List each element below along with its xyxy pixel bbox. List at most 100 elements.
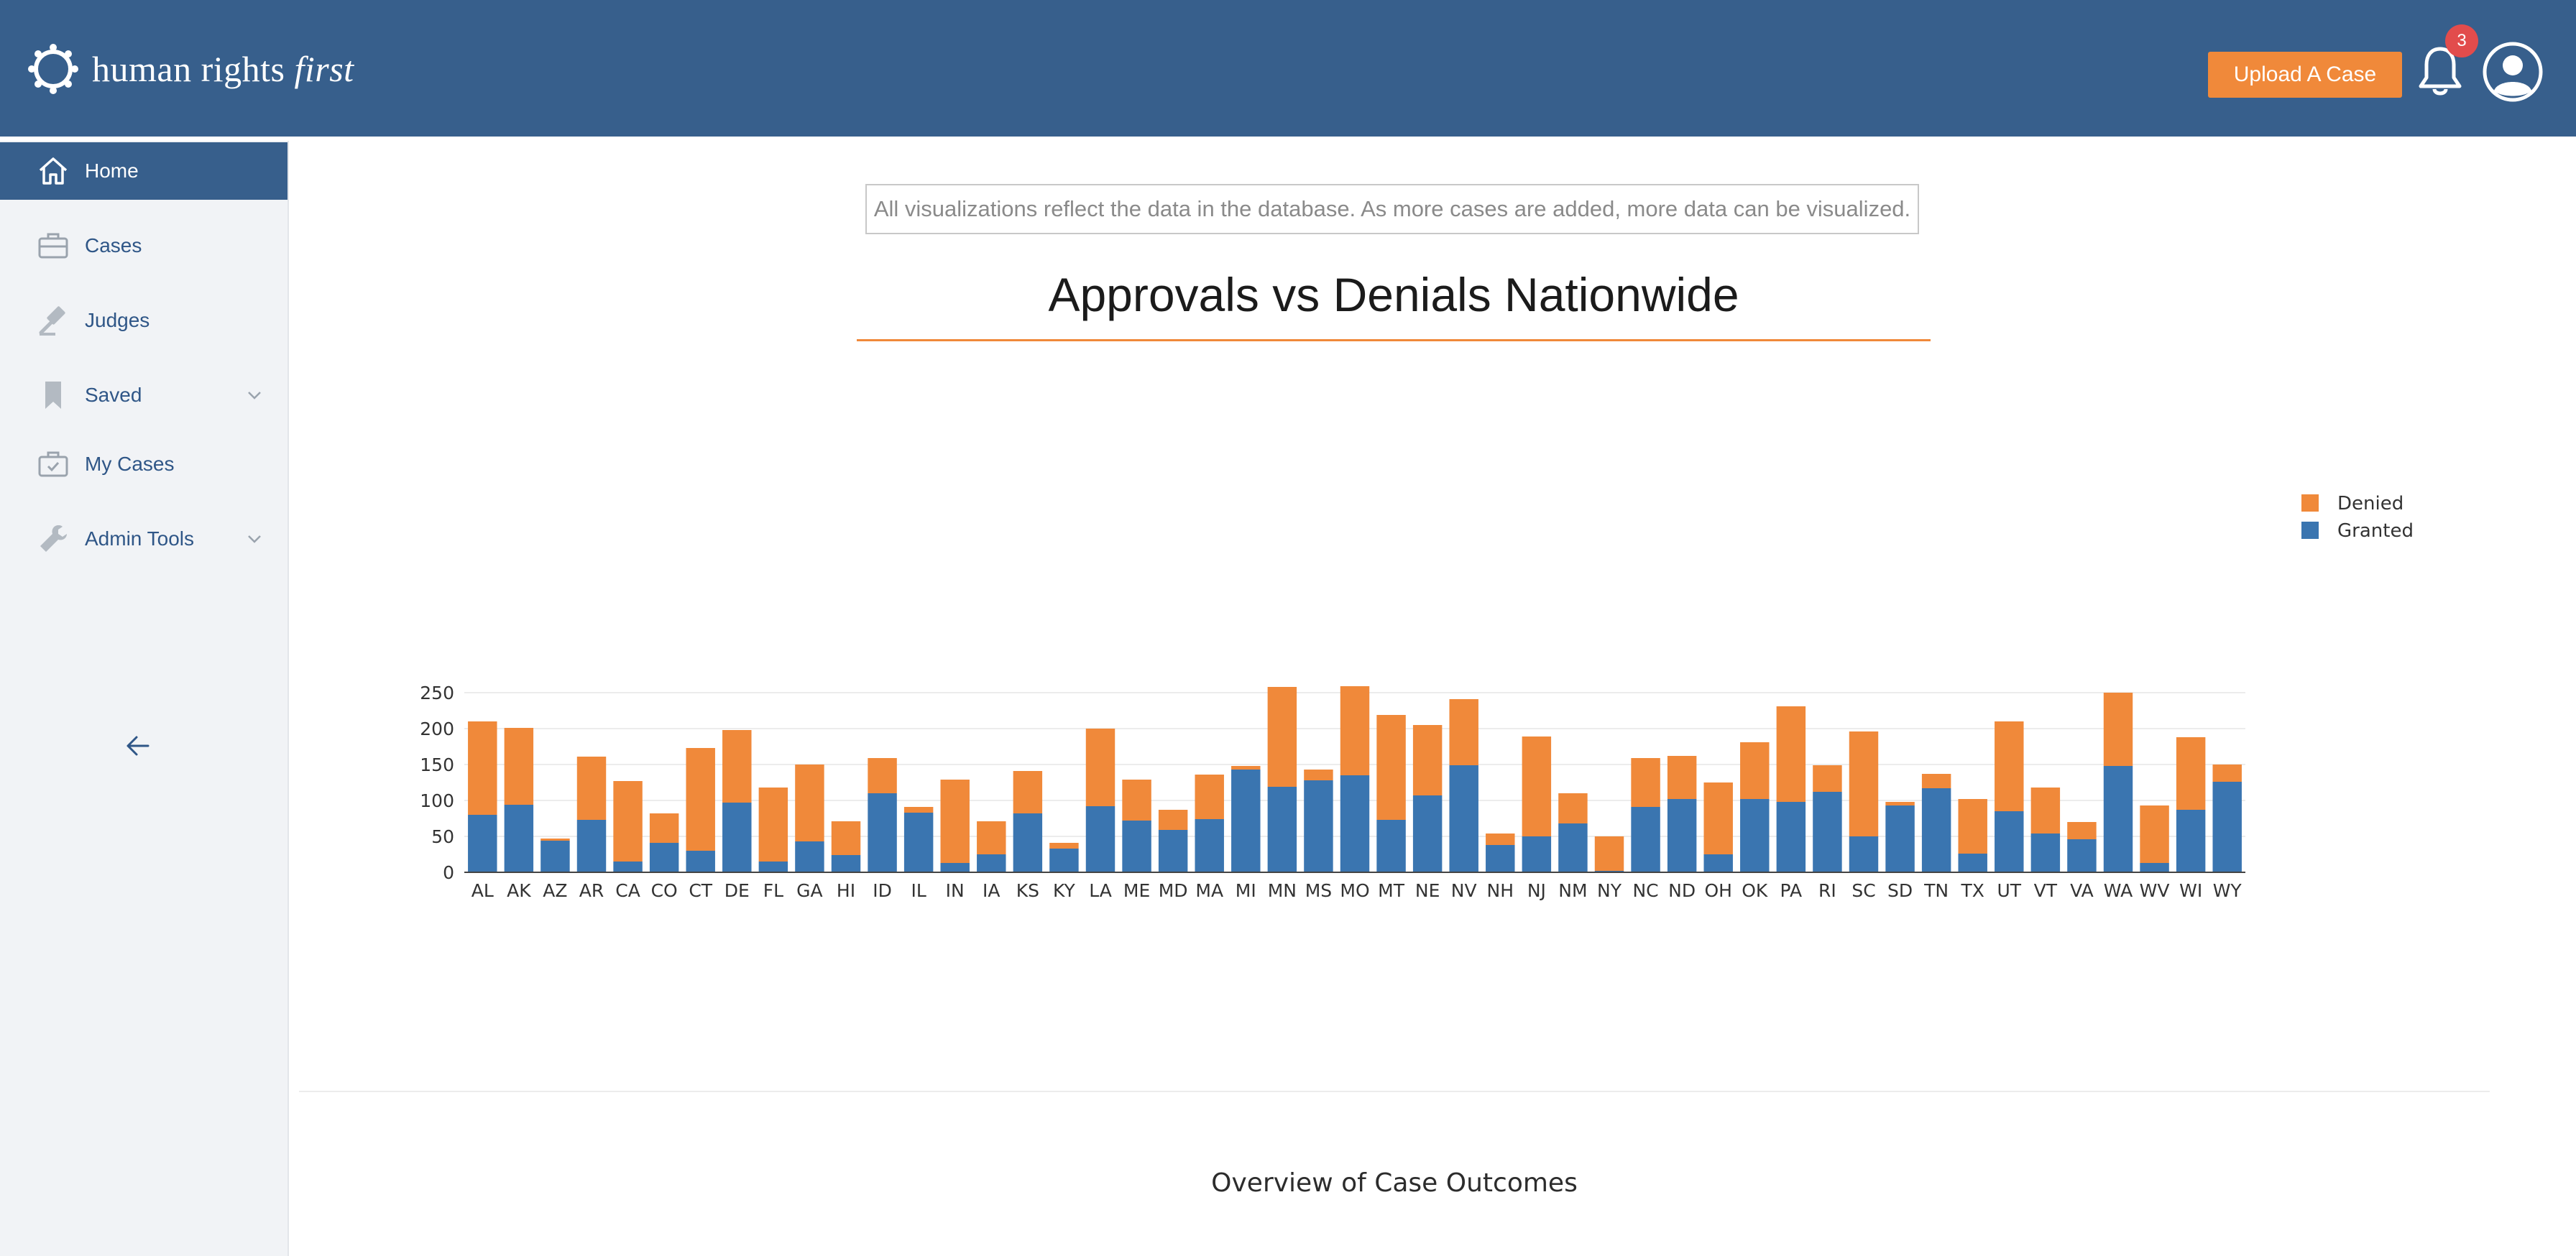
x-tick-label: IN [946,880,965,901]
x-tick-label: NV [1451,880,1477,901]
arrow-left-icon[interactable] [124,731,152,760]
bar-granted-ia [977,854,1006,872]
y-tick-label: 200 [420,719,454,739]
bar-granted-fl [758,862,788,872]
sidebar-item-my-cases[interactable]: My Cases [0,435,288,493]
bar-denied-ak [504,728,534,805]
bar-granted-mn [1267,787,1297,872]
bar-denied-ks [1013,771,1043,813]
bar-granted-in [940,863,970,872]
x-tick-label: SC [1852,880,1875,901]
bar-denied-nm [1558,793,1588,823]
user-avatar-icon[interactable] [2483,42,2543,102]
x-tick-label: NJ [1527,880,1546,901]
bar-granted-va [2067,839,2097,872]
bar-denied-ga [795,765,824,841]
bar-denied-mi [1231,766,1261,770]
bar-denied-ky [1049,843,1079,849]
bar-denied-az [540,839,570,841]
chevron-down-icon[interactable] [244,385,264,405]
bar-granted-la [1085,806,1116,872]
x-tick-label: MS [1305,880,1332,901]
sidebar-item-cases[interactable]: Cases [0,217,288,274]
x-tick-label: IA [983,880,1000,901]
x-tick-label: TN [1923,880,1949,901]
bar-denied-ne [1412,725,1443,795]
bar-granted-pa [1776,802,1806,872]
x-tick-label: OK [1742,880,1768,901]
bar-granted-ar [576,820,607,872]
sidebar-item-saved[interactable]: Saved [0,366,288,424]
bar-granted-al [468,815,497,872]
bar-granted-sc [1849,836,1879,872]
x-tick-label: KS [1016,880,1039,901]
y-tick-label: 50 [431,826,454,847]
bar-denied-md [1158,810,1188,830]
bar-granted-wy [2212,782,2242,872]
bar-granted-ok [1740,799,1770,872]
sidebar-item-admin-tools[interactable]: Admin Tools [0,510,288,568]
bar-denied-ca [613,781,643,862]
bar-denied-wa [2103,693,2133,766]
bar-granted-wi [2176,810,2206,872]
bar-granted-ca [613,862,643,872]
x-tick-label: DE [724,880,750,901]
x-tick-label: UT [1997,880,2021,901]
x-tick-label: AK [507,880,531,901]
notification-badge[interactable]: 3 [2445,24,2478,57]
bar-denied-va [2067,822,2097,839]
y-tick-label: 250 [420,683,454,703]
y-tick-label: 150 [420,754,454,775]
bar-denied-ar [576,757,607,820]
bar-denied-wv [2140,805,2169,863]
bar-denied-ms [1304,770,1333,780]
upload-case-button[interactable]: Upload A Case [2208,52,2402,98]
bar-denied-ri [1813,765,1842,792]
x-tick-label: ND [1668,880,1696,901]
bar-granted-ne [1412,795,1443,872]
bar-denied-il [903,807,934,813]
x-tick-label: VT [2034,880,2058,901]
x-tick-label: OH [1704,880,1731,901]
page-title: Approvals vs Denials Nationwide [1048,268,1739,321]
bar-denied-ia [977,821,1006,854]
x-tick-label: WV [2140,880,2170,901]
x-tick-label: RI [1818,880,1836,901]
logo[interactable]: human rights first [26,40,354,98]
bar-denied-al [468,721,497,815]
sidebar-item-home[interactable]: Home [0,142,288,200]
bar-denied-ct [686,748,715,851]
bar-granted-tn [1921,788,1951,872]
bar-denied-pa [1776,706,1806,802]
sidebar-item-judges[interactable]: Judges [0,292,288,349]
bar-granted-id [868,793,897,872]
bar-denied-hi [831,821,861,855]
x-tick-label: MN [1268,880,1297,901]
bar-granted-sd [1885,805,1915,872]
bar-granted-tx [1958,854,1987,872]
bar-denied-ma [1195,775,1224,819]
bar-granted-mi [1231,770,1261,872]
x-tick-label: NY [1597,880,1622,901]
stacked-bar-chart: 0 50 100 150 200 250 AL AK AZ AR CA CO CT DE FL GA HI ID I… [420,493,2414,901]
bar-granted-nv [1449,765,1478,872]
x-tick-label: WI [2179,880,2202,901]
app-header: human rights first Upload A Case 3 [0,0,2576,137]
x-tick-label: MO [1340,880,1369,901]
section-title: Overview of Case Outcomes [1211,1168,1578,1198]
x-tick-label: LA [1089,880,1112,901]
legend-swatch-denied [2301,494,2319,512]
briefcase-check-icon [36,447,70,481]
sidebar-item-label: Judges [85,309,150,331]
bar-denied-nj [1522,736,1552,836]
bar-granted-de [722,803,752,872]
home-icon [36,154,70,188]
sidebar-item-label: Home [85,160,139,182]
bar-granted-nj [1522,836,1552,872]
bar-granted-vt [2030,834,2061,872]
bar-granted-ut [1995,811,2024,872]
x-tick-label: MA [1195,880,1223,901]
x-tick-label: HI [837,880,855,901]
chevron-down-icon[interactable] [244,529,264,549]
logo-text-main: human rights [92,49,285,89]
